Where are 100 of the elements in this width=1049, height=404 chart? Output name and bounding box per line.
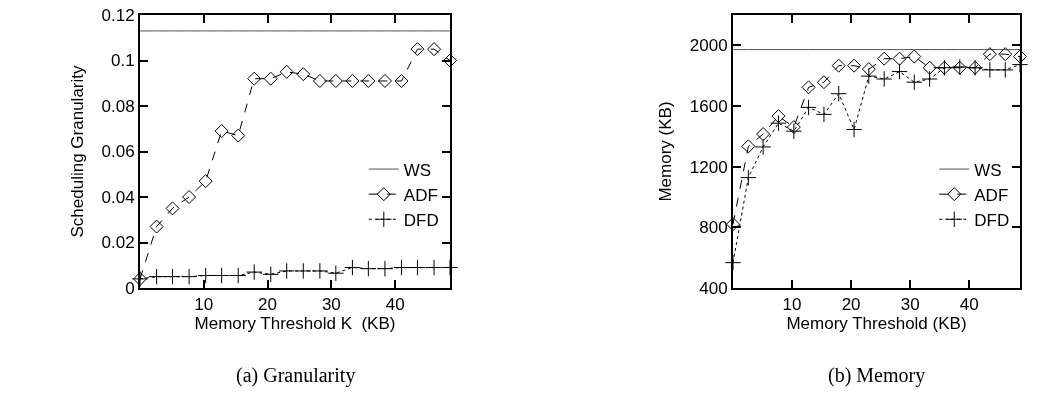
point <box>875 70 893 88</box>
point <box>278 262 295 280</box>
x-axis-title: Memory Threshold (KB) <box>786 314 967 334</box>
point <box>998 47 1013 62</box>
point <box>360 260 377 277</box>
x-tick-label: 40 <box>959 295 979 315</box>
point <box>312 73 327 88</box>
y-tick-label: 0.12 <box>101 5 135 25</box>
point <box>801 80 816 95</box>
point <box>182 190 197 204</box>
point <box>279 64 294 79</box>
point <box>327 265 345 282</box>
point <box>230 267 247 284</box>
point <box>800 99 817 116</box>
point <box>877 51 892 66</box>
point <box>861 62 876 77</box>
point <box>892 51 907 66</box>
point <box>361 73 376 88</box>
point <box>741 139 756 154</box>
point <box>149 219 164 234</box>
point <box>830 85 847 102</box>
text: (a) Granularity <box>236 364 356 387</box>
point <box>328 73 343 88</box>
point <box>724 254 742 271</box>
y-axis-title: Scheduling Granularity <box>67 65 87 238</box>
point <box>197 267 214 284</box>
point <box>427 42 442 57</box>
point <box>214 124 229 139</box>
x-tick-label: 40 <box>385 295 405 315</box>
point <box>756 127 771 142</box>
point <box>213 267 230 284</box>
point <box>785 122 803 140</box>
point <box>771 109 786 124</box>
y-tick-label: 0.02 <box>101 233 135 253</box>
y-tick-label: 800 <box>699 218 728 238</box>
point <box>295 262 312 280</box>
x-tick-label: 20 <box>841 295 861 315</box>
point <box>377 73 392 88</box>
y-tick-label: 0.04 <box>101 187 135 207</box>
point <box>845 121 863 138</box>
x-tick-label: 30 <box>321 295 341 315</box>
point <box>982 47 997 62</box>
point <box>198 174 213 189</box>
point <box>180 268 198 285</box>
legend-label: ADF <box>403 185 438 205</box>
y-tick-label: 2000 <box>689 36 728 56</box>
point <box>754 138 772 156</box>
point <box>906 73 923 91</box>
y-tick-label: 0 <box>125 278 135 298</box>
point <box>816 75 831 90</box>
point <box>409 259 426 276</box>
point <box>376 260 394 277</box>
y-tick-label: 0.1 <box>110 51 135 71</box>
point <box>231 128 246 143</box>
y-tick-label: 0.08 <box>101 96 135 116</box>
point <box>907 49 922 64</box>
legend-label: DFD <box>974 210 1010 230</box>
x-tick-label: 10 <box>782 295 802 315</box>
point <box>245 263 263 281</box>
point <box>770 114 787 132</box>
point <box>786 120 801 135</box>
point <box>1011 56 1029 73</box>
text: (b) Memory <box>828 364 926 387</box>
point <box>311 262 329 280</box>
x-axis-title: Memory Threshold K (KB) <box>194 314 396 334</box>
point <box>394 73 409 88</box>
point <box>410 42 425 57</box>
y-tick-label: 400 <box>699 278 728 298</box>
point <box>164 268 181 285</box>
point <box>847 58 862 73</box>
legend-label: WS <box>974 160 1002 180</box>
point <box>165 201 180 216</box>
legend-label: ADF <box>974 185 1009 205</box>
point <box>891 63 908 80</box>
point <box>262 266 279 283</box>
y-tick-label: 1600 <box>689 96 728 116</box>
point <box>247 71 262 86</box>
point <box>1013 49 1027 64</box>
point <box>345 73 360 88</box>
point <box>860 67 878 85</box>
point <box>296 67 311 82</box>
y-tick-label: 1200 <box>689 157 728 177</box>
x-tick-label: 20 <box>258 295 278 315</box>
y-axis-title: Memory (KB) <box>655 101 675 202</box>
point <box>263 71 278 86</box>
point <box>815 106 833 123</box>
x-tick-label: 10 <box>194 295 214 315</box>
point <box>922 60 937 75</box>
x-tick-label: 30 <box>900 295 920 315</box>
point <box>831 58 846 73</box>
point <box>740 169 757 186</box>
legend-label: DFD <box>403 210 439 230</box>
legend-label: WS <box>403 160 432 180</box>
point <box>148 268 165 285</box>
point <box>981 61 999 79</box>
point <box>726 217 740 232</box>
y-tick-label: 0.06 <box>101 142 135 162</box>
point <box>344 259 361 276</box>
point <box>997 61 1014 79</box>
point <box>921 70 938 88</box>
